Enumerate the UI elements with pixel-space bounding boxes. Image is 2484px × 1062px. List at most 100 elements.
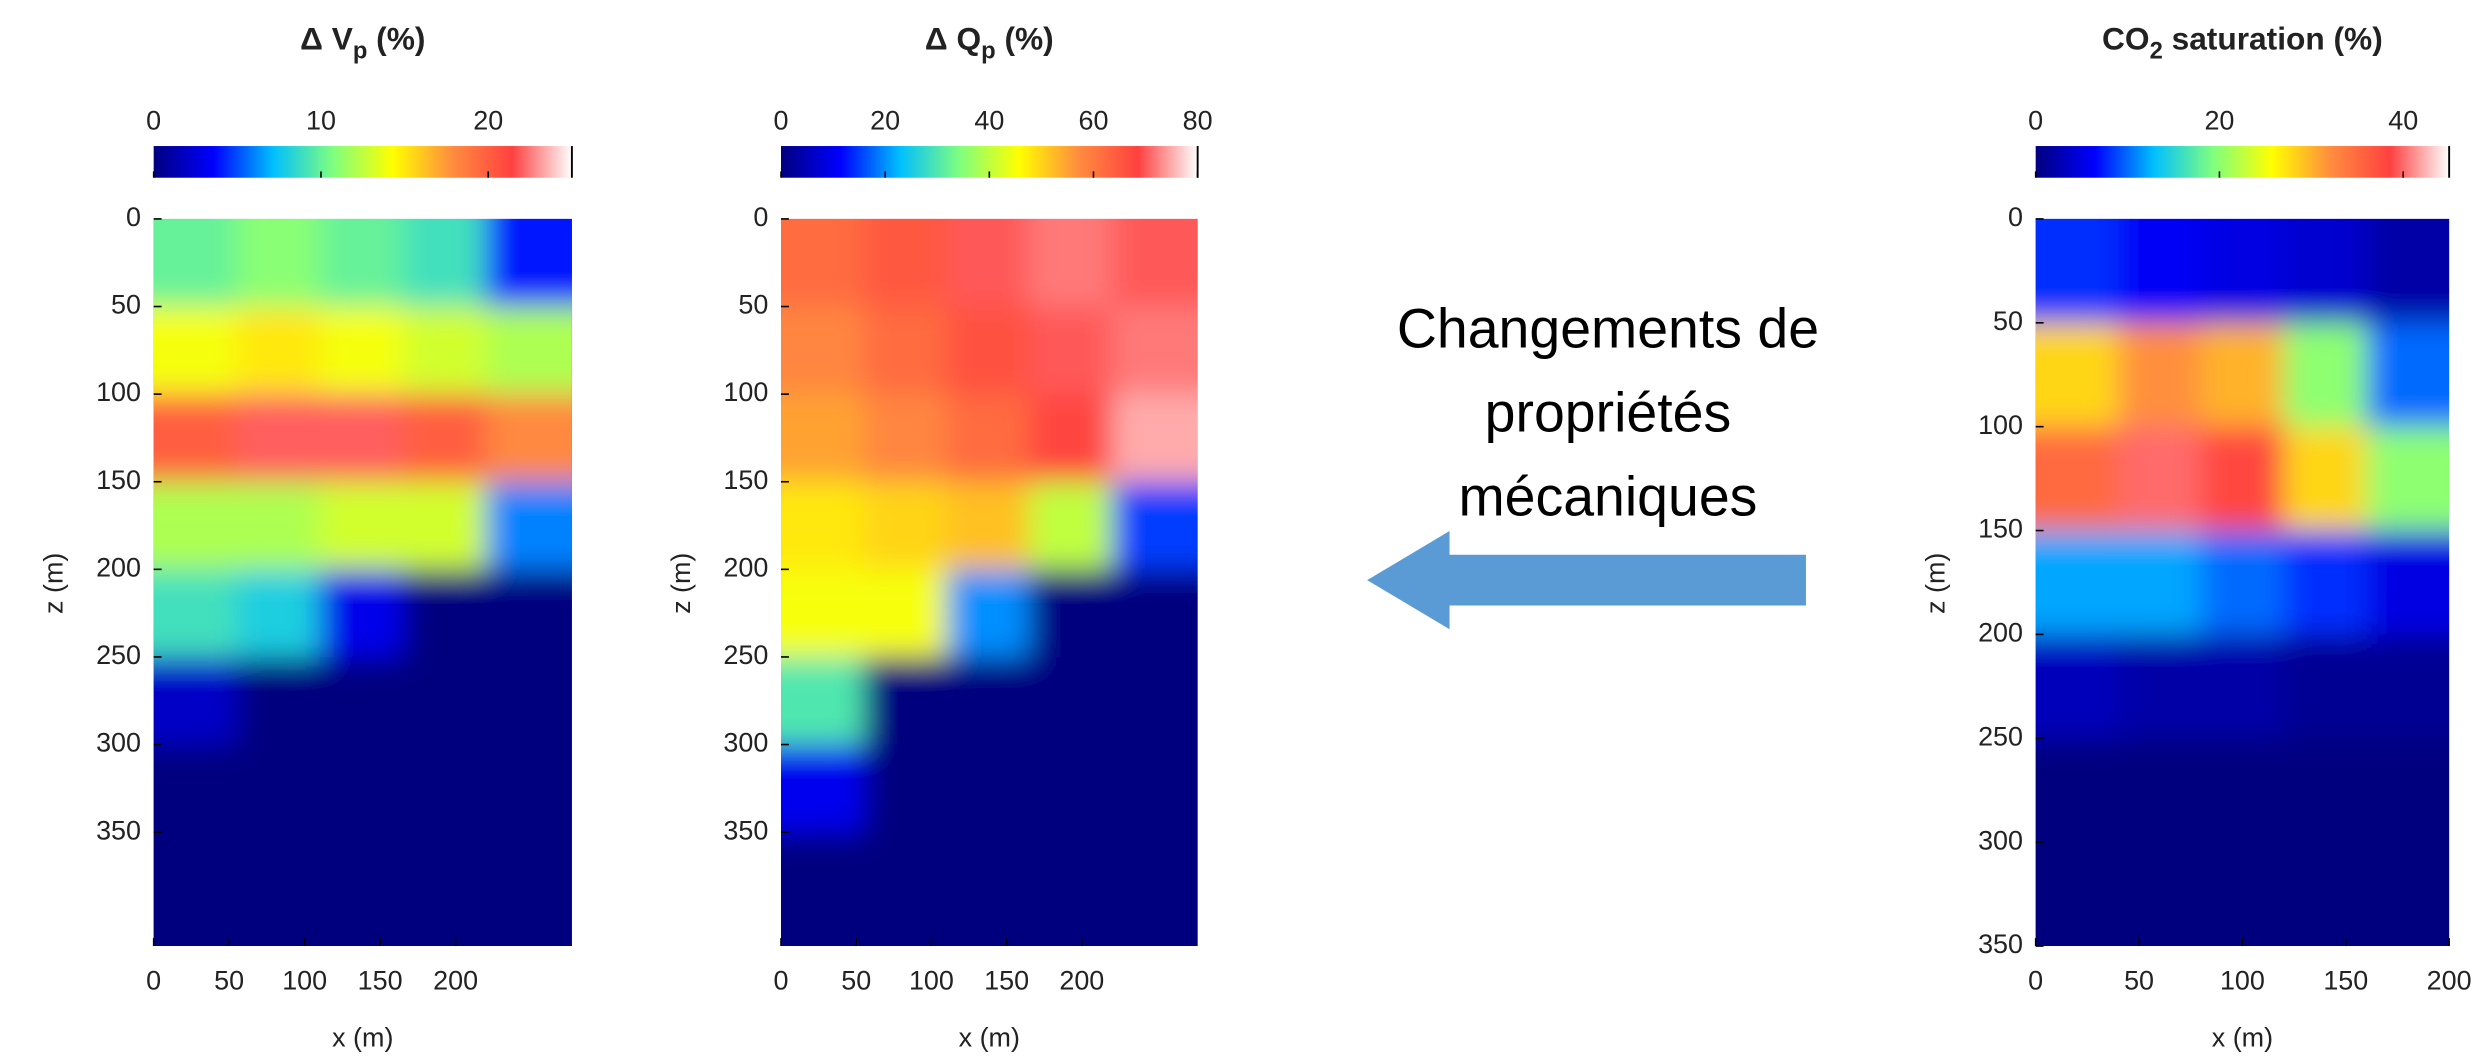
heatmap-cell bbox=[2366, 426, 2450, 532]
heatmap-cell bbox=[236, 832, 321, 947]
heatmap-cell bbox=[485, 832, 572, 947]
heatmap-cell bbox=[946, 656, 1030, 746]
heatmap-cell bbox=[1029, 744, 1113, 833]
colorbar-tick-label: 60 bbox=[1079, 105, 1109, 135]
heatmap-cell bbox=[485, 306, 572, 395]
heatmap-cell bbox=[1111, 218, 1198, 308]
y-axis-label: z (m) bbox=[666, 553, 696, 614]
heatmap-cell bbox=[2118, 634, 2202, 740]
heatmap-cell bbox=[863, 218, 948, 308]
heatmap-cell bbox=[319, 306, 404, 395]
y-tick-label: 50 bbox=[111, 290, 141, 320]
x-tick-label: 150 bbox=[358, 966, 403, 996]
heatmap bbox=[781, 218, 1198, 947]
heatmap-cell bbox=[402, 656, 487, 746]
x-axis-label: x (m) bbox=[2212, 1023, 2273, 1053]
colorbar bbox=[2035, 146, 2450, 178]
chart-title: CO2 saturation (%) bbox=[2102, 21, 2383, 65]
heatmap-cell bbox=[319, 569, 404, 658]
x-tick-label: 100 bbox=[282, 966, 327, 996]
heatmap-cell bbox=[153, 394, 238, 483]
heatmap-cell bbox=[2201, 842, 2285, 947]
heatmap-cell bbox=[1029, 394, 1113, 483]
y-tick-label: 300 bbox=[1978, 825, 2023, 855]
heatmap-cell bbox=[2035, 842, 2120, 947]
heatmap-cell bbox=[2201, 634, 2285, 740]
heatmap-cell bbox=[863, 481, 948, 571]
y-tick-label: 0 bbox=[753, 202, 768, 232]
heatmap-cell bbox=[946, 306, 1030, 395]
colorbar-tick-label: 20 bbox=[870, 105, 900, 135]
heatmap-cell bbox=[946, 481, 1030, 571]
y-tick-label: 250 bbox=[723, 640, 768, 670]
y-tick-label: 250 bbox=[96, 640, 141, 670]
heatmap-cell bbox=[485, 481, 572, 571]
heatmap-cell bbox=[1111, 656, 1198, 746]
heatmap-cell bbox=[236, 218, 321, 308]
x-tick-label: 100 bbox=[2220, 966, 2265, 996]
heatmap-cell bbox=[319, 394, 404, 483]
heatmap-cell bbox=[2035, 530, 2120, 636]
y-tick-label: 350 bbox=[96, 815, 141, 845]
heatmap-cell bbox=[153, 218, 238, 308]
heatmap-cell bbox=[781, 832, 865, 947]
heatmap-cell bbox=[1029, 832, 1113, 947]
heatmap-cell bbox=[2283, 426, 2368, 532]
colorbar-tick-label: 40 bbox=[974, 105, 1004, 135]
heatmap-cell bbox=[2035, 634, 2120, 740]
heatmap-cell bbox=[402, 481, 487, 571]
arrow bbox=[1367, 531, 1806, 630]
heatmap-cell bbox=[2035, 738, 2120, 843]
y-axis-label: z (m) bbox=[1921, 553, 1951, 614]
heatmap-cell bbox=[319, 656, 404, 746]
heatmap-cell bbox=[485, 569, 572, 658]
heatmap-cell bbox=[781, 306, 865, 395]
y-tick-label: 250 bbox=[1978, 721, 2023, 751]
y-tick-label: 50 bbox=[1993, 306, 2023, 336]
colorbar-tick-label: 20 bbox=[2204, 105, 2234, 135]
annotation-line: Changements de bbox=[1397, 298, 1819, 360]
heatmap-cell bbox=[781, 394, 865, 483]
heatmap-cell bbox=[1029, 569, 1113, 658]
heatmap-cell bbox=[781, 744, 865, 833]
heatmap-cell bbox=[2035, 426, 2120, 532]
heatmap-cell bbox=[319, 744, 404, 833]
heatmap-cell bbox=[1029, 218, 1113, 308]
title-part: 2 bbox=[2150, 38, 2163, 65]
y-tick-label: 200 bbox=[1978, 618, 2023, 648]
x-tick-label: 50 bbox=[2124, 966, 2154, 996]
heatmap-cell bbox=[319, 481, 404, 571]
colorbar-tick-label: 0 bbox=[774, 105, 789, 135]
x-axis-label: x (m) bbox=[959, 1023, 1020, 1053]
heatmap-cell bbox=[2283, 842, 2368, 947]
title-part: p bbox=[981, 38, 996, 65]
title-part: saturation (%) bbox=[2163, 21, 2383, 57]
heatmap-cell bbox=[781, 569, 865, 658]
heatmap-cell bbox=[319, 218, 404, 308]
colorbar-tick-label: 40 bbox=[2388, 105, 2418, 135]
title-part: p bbox=[353, 38, 368, 65]
y-tick-label: 0 bbox=[2008, 202, 2023, 232]
heatmap-cell bbox=[1029, 306, 1113, 395]
heatmap-cell bbox=[2118, 738, 2202, 843]
x-tick-label: 100 bbox=[909, 966, 954, 996]
heatmap-cell bbox=[2118, 842, 2202, 947]
y-tick-label: 150 bbox=[723, 465, 768, 495]
y-tick-label: 300 bbox=[96, 728, 141, 758]
title-part: (%) bbox=[996, 21, 1054, 57]
heatmap-cell bbox=[485, 656, 572, 746]
heatmap-cell bbox=[2035, 218, 2120, 324]
heatmap-cell bbox=[863, 744, 948, 833]
y-tick-label: 100 bbox=[96, 377, 141, 407]
heatmap bbox=[153, 218, 572, 947]
annotation-line: mécaniques bbox=[1458, 466, 1757, 528]
heatmap-cell bbox=[2283, 530, 2368, 636]
heatmap-cell bbox=[781, 218, 865, 308]
title-part: Δ Q bbox=[925, 21, 981, 57]
heatmap-cell bbox=[2366, 218, 2450, 324]
heatmap-cell bbox=[153, 481, 238, 571]
heatmap-cell bbox=[863, 656, 948, 746]
x-tick-label: 150 bbox=[984, 966, 1029, 996]
heatmap-cell bbox=[485, 394, 572, 483]
colorbar-tick-label: 0 bbox=[146, 105, 161, 135]
